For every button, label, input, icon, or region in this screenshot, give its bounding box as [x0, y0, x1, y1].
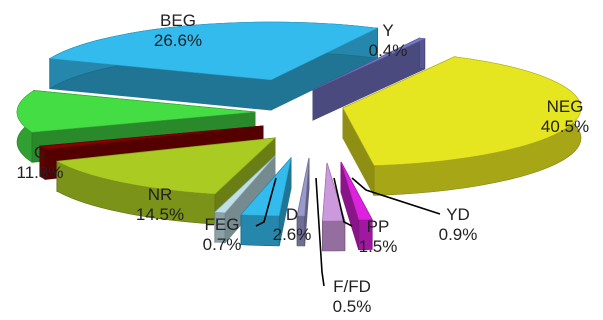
pie-slice-feg [214, 154, 276, 245]
label-yd: YD 0.9% [439, 205, 478, 244]
slice-labels: NEG 40.5%YD 0.9%PP 1.5%F/FD 0.5%D 2.6%FEG 0.7%… [17, 11, 590, 316]
label-value-f-fd: 0.5% [333, 297, 372, 316]
label-name-pp: PP [367, 217, 390, 236]
label-beg: BEG 26.6% [154, 11, 202, 50]
label-value-feg: 0.7% [203, 235, 242, 254]
label-value-yd: 0.9% [439, 225, 478, 244]
label-value-nr: 14.5% [136, 205, 184, 224]
label-neg: NEG 40.5% [541, 97, 589, 136]
label-name-beg: BEG [160, 11, 196, 30]
label-nr: NR 14.5% [136, 185, 184, 224]
pie-slices [16, 21, 582, 252]
pie-slice-f-fd [296, 157, 310, 247]
leader-line-yd [351, 177, 441, 215]
label-value-neg: 40.5% [541, 117, 589, 136]
pie-slice-neg [342, 56, 582, 196]
label-name-d: D [286, 205, 298, 224]
label-feg: FEG 0.7% [203, 215, 242, 254]
label-name-c: C [34, 143, 46, 162]
leader-line-f-fd [315, 177, 325, 287]
label-f-fd: F/FD 0.5% [333, 277, 372, 316]
label-name-nr: NR [148, 185, 173, 204]
leader-line-feg [255, 177, 277, 227]
pie-slice-pp [322, 162, 346, 252]
label-name-f-fd: F/FD [333, 277, 371, 296]
label-value-c: 11.8% [17, 163, 64, 182]
label-y: Y 0.4% [369, 21, 408, 60]
pie-slice-nr [56, 136, 276, 226]
pie-slice-yd [340, 161, 373, 251]
label-pp: PP 1.5% [359, 217, 398, 256]
pie-slice-d [240, 156, 292, 247]
label-value-pp: 1.5% [359, 237, 398, 256]
pie-slice-y [312, 37, 426, 121]
label-value-y: 0.4% [369, 41, 408, 60]
label-value-d: 2.6% [273, 225, 312, 244]
label-c: C 11.8% [17, 143, 64, 182]
leader-lines [255, 177, 441, 287]
leader-line-pp [333, 177, 353, 227]
label-name-feg: FEG [205, 215, 240, 234]
label-d: D 2.6% [273, 205, 312, 244]
label-value-beg: 26.6% [154, 31, 202, 50]
label-name-yd: YD [446, 205, 470, 224]
label-name-neg: NEG [547, 97, 584, 116]
label-name-y: Y [382, 21, 393, 40]
